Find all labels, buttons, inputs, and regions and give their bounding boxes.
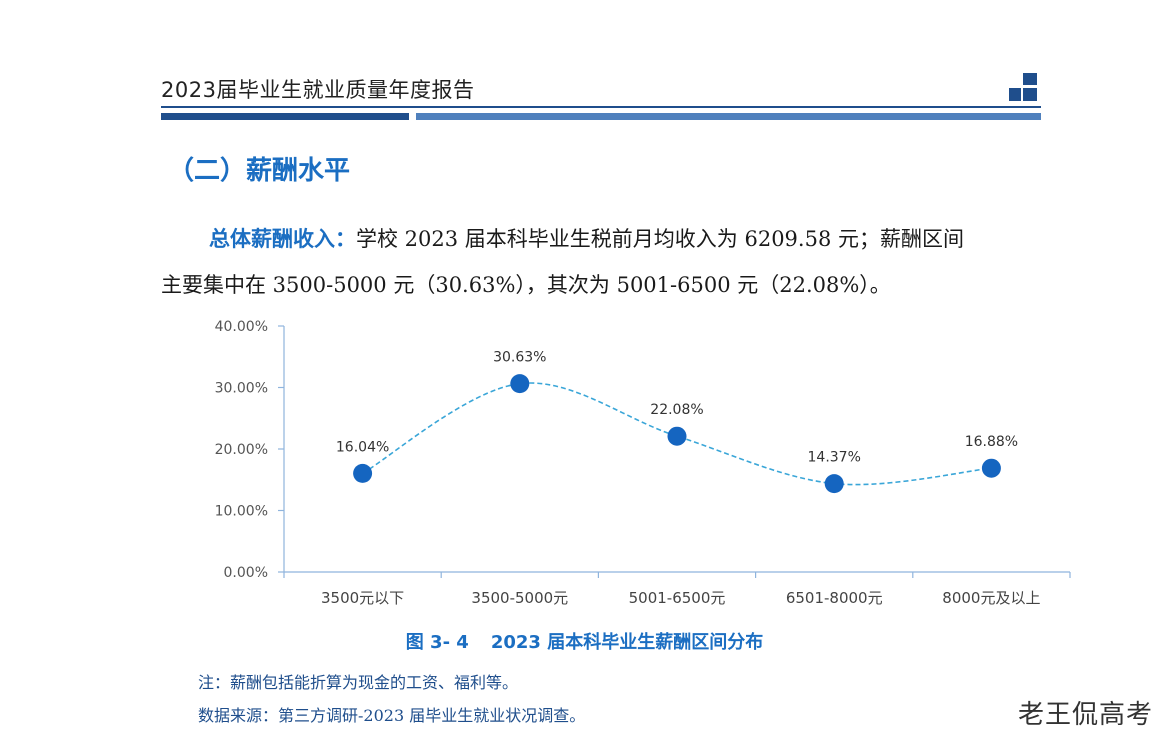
paragraph-lead: 总体薪酬收入： bbox=[209, 227, 356, 251]
paragraph-line-1-text: 学校 2023 届本科毕业生税前月均收入为 6209.58 元；薪酬区间 bbox=[356, 227, 964, 251]
section-title: （二）薪酬水平 bbox=[168, 156, 351, 186]
data-point bbox=[981, 458, 1001, 478]
figure-caption-text: 2023 届本科毕业生薪酬区间分布 bbox=[490, 632, 764, 653]
data-point bbox=[353, 463, 373, 483]
y-tick-label: 20.00% bbox=[215, 442, 268, 458]
figure-caption: 图 3- 4 2023 届本科毕业生薪酬区间分布 bbox=[0, 628, 1169, 654]
y-tick-label: 0.00% bbox=[224, 565, 268, 581]
data-point bbox=[510, 374, 530, 394]
header-rule-light bbox=[416, 113, 1041, 120]
salary-note: 注：薪酬包括能折算为现金的工资、福利等。 bbox=[198, 673, 519, 692]
x-category-label: 8000元及以上 bbox=[942, 589, 1040, 607]
data-label: 16.04% bbox=[336, 439, 389, 455]
data-label: 14.37% bbox=[808, 450, 861, 466]
report-header-title: 2023届毕业生就业质量年度报告 bbox=[161, 78, 475, 102]
x-category-label: 5001-6500元 bbox=[629, 589, 726, 607]
series-line bbox=[362, 382, 992, 486]
header-rule-thin bbox=[161, 106, 1041, 108]
figure-number: 图 3- 4 bbox=[405, 632, 469, 653]
data-source-note: 数据来源：第三方调研-2023 届毕业生就业状况调查。 bbox=[198, 706, 586, 725]
x-category-label: 3500元以下 bbox=[321, 589, 404, 607]
data-label: 22.08% bbox=[650, 402, 703, 418]
watermark: 老王侃高考 bbox=[1017, 700, 1153, 730]
data-point bbox=[667, 426, 687, 446]
x-axis: 3500元以下 3500-5000元 5001-6500元 6501-8000元 800… bbox=[283, 571, 1071, 607]
header-rule-dark bbox=[161, 113, 409, 120]
salary-distribution-chart: 0.00%10.00%20.00%30.00%40.00% 3500元以下 350… bbox=[215, 319, 1071, 607]
paragraph-line-1: 总体薪酬收入：学校 2023 届本科毕业生税前月均收入为 6209.58 元；薪… bbox=[161, 216, 1051, 262]
y-tick-label: 10.00% bbox=[215, 504, 268, 520]
y-tick-label: 30.00% bbox=[215, 381, 268, 397]
y-tick-label: 40.00% bbox=[215, 319, 268, 335]
x-category-label: 3500-5000元 bbox=[471, 589, 568, 607]
data-label: 16.88% bbox=[965, 434, 1018, 450]
paragraph-line-2: 主要集中在 3500-5000 元（30.63%），其次为 5001-6500 … bbox=[161, 273, 891, 297]
data-point bbox=[824, 474, 844, 494]
report-logo-icon bbox=[1009, 73, 1041, 103]
data-points: 16.04% 30.63% 22.08% 14.37% 16.88% bbox=[336, 350, 1018, 494]
salary-paragraph: 总体薪酬收入：学校 2023 届本科毕业生税前月均收入为 6209.58 元；薪… bbox=[161, 216, 1051, 308]
data-label: 30.63% bbox=[493, 350, 546, 366]
x-category-label: 6501-8000元 bbox=[786, 589, 883, 607]
y-axis: 0.00% 10.00% 20.00% 30.00% 40.00% bbox=[215, 319, 285, 581]
